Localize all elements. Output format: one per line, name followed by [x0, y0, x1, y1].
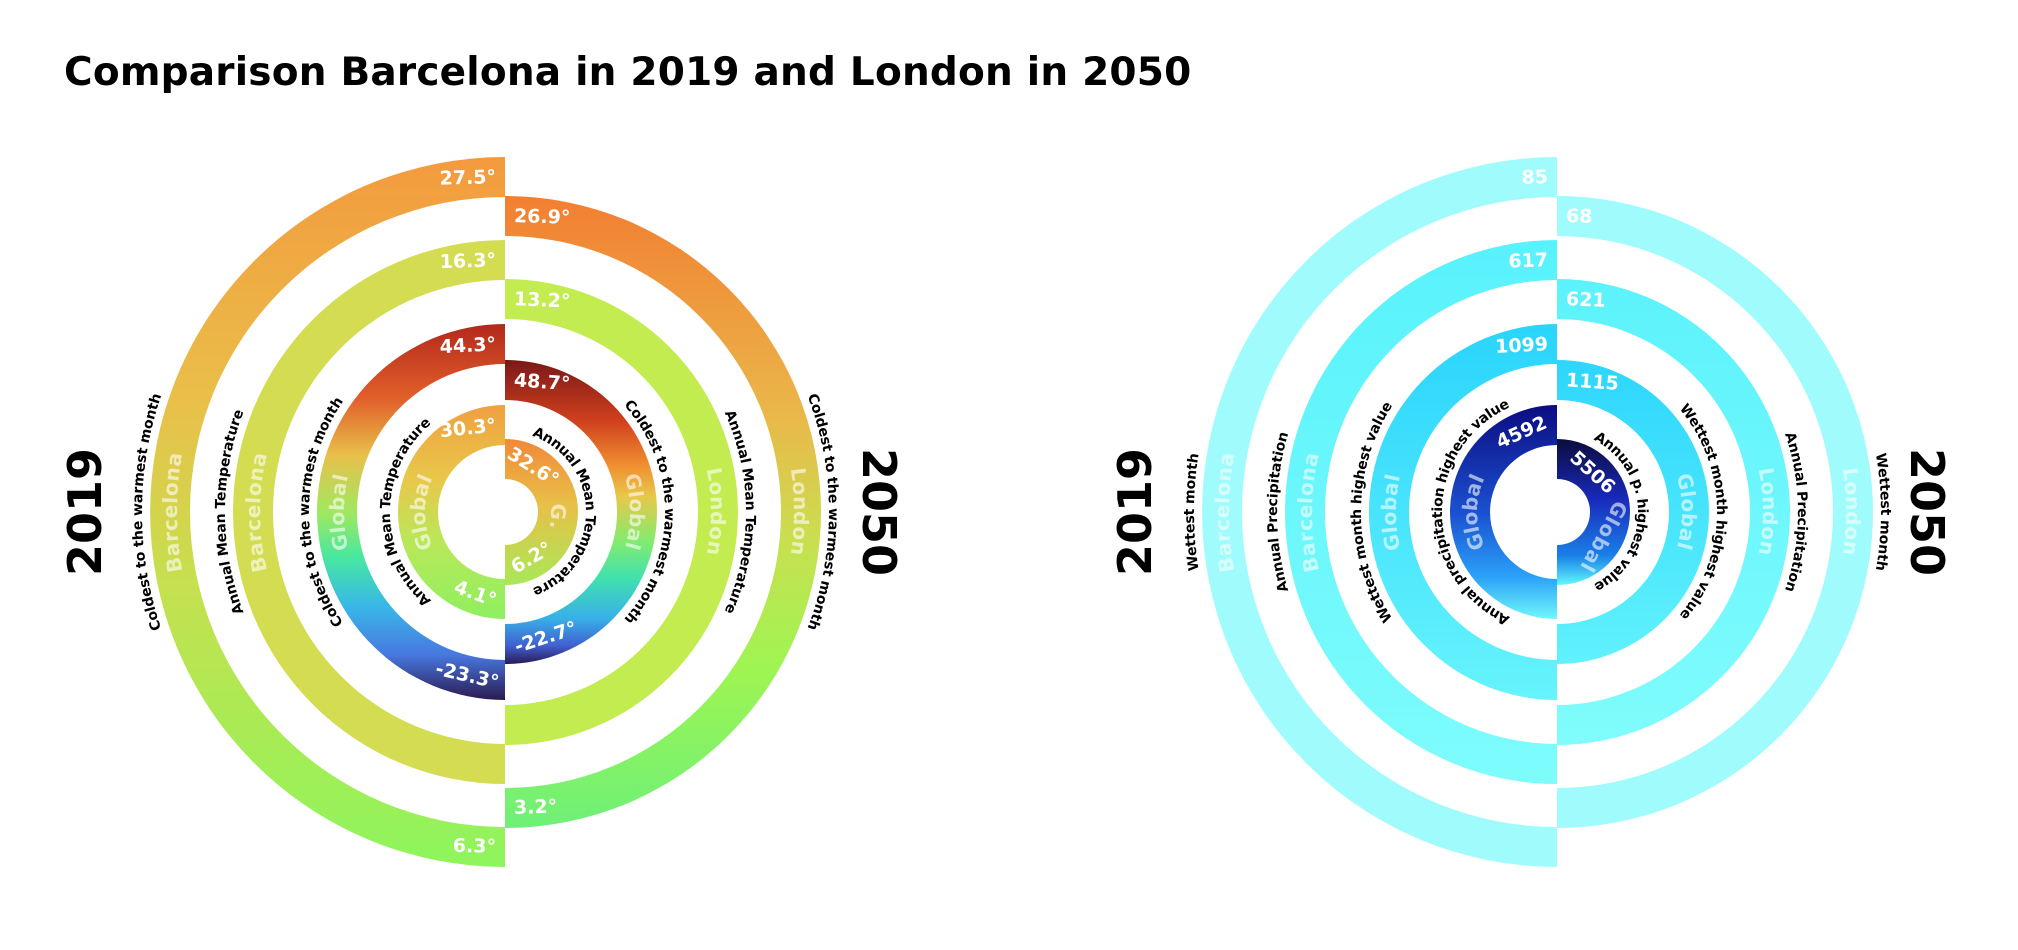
svg-text:London: London [702, 466, 730, 559]
value-label-high: 85 [1521, 166, 1548, 189]
ring-arc [1202, 157, 1557, 867]
year-label-right: 2050 [852, 448, 906, 576]
svg-text:Barcelona: Barcelona [158, 450, 187, 574]
ring-arc [150, 157, 505, 867]
value-label-high: 621 [1566, 288, 1607, 312]
value-label-high: 26.9° [514, 205, 571, 229]
page-title: Comparison Barcelona in 2019 and London … [64, 50, 1192, 95]
svg-text:Global: Global [1377, 471, 1405, 553]
ring-label: Global [1377, 471, 1404, 553]
value-label-high: 27.5° [439, 166, 496, 190]
ring-label: Global [325, 471, 352, 553]
value-label-low: 6.3° [453, 835, 497, 858]
svg-text:Barcelona: Barcelona [1210, 450, 1239, 574]
ring-label: Barcelona [1210, 450, 1238, 574]
ring-arc [505, 360, 657, 664]
ring-label: London [702, 466, 729, 559]
ring-arc [1557, 360, 1709, 664]
precipitation-chart: Barcelona Wettest month 85 BarcelonaAnnual … [1108, 157, 1954, 867]
svg-text:London: London [1838, 466, 1865, 558]
svg-text:Global: Global [325, 471, 353, 553]
ring-arc [233, 240, 505, 784]
precipitation-left-ring-0: Barcelona Wettest month 85 [1182, 157, 1557, 867]
ring-arc [1450, 405, 1557, 619]
ring-arc [398, 405, 505, 619]
value-label-high: 68 [1566, 205, 1593, 228]
ring-arc [1557, 196, 1873, 828]
year-label-right: 2050 [1900, 448, 1954, 576]
year-label-left: 2019 [58, 448, 112, 576]
ring-arc [505, 196, 821, 828]
value-label-high: 617 [1508, 249, 1548, 272]
value-label-low: 3.2° [514, 796, 558, 819]
value-label-high: 44.3° [439, 333, 496, 358]
svg-text:Wettest month: Wettest month [1182, 452, 1203, 572]
ring-arc [1369, 324, 1557, 700]
svg-text:Wettest month: Wettest month [1872, 452, 1893, 572]
ring-arc [505, 279, 738, 745]
value-label-high: 48.7° [513, 369, 571, 395]
svg-text:London: London [786, 466, 813, 558]
value-label-high: 1115 [1565, 369, 1619, 395]
ring-label: London [786, 466, 812, 558]
ring-caption: Wettest month [1182, 452, 1203, 572]
svg-text:London: London [1754, 466, 1782, 559]
precipitation-right-ring-0: London Wettest month 68 [1557, 196, 1893, 828]
ring-label: Barcelona [158, 450, 186, 574]
ring-label: London [1754, 466, 1781, 559]
ring-label: London [1838, 466, 1864, 558]
ring-arc [505, 439, 578, 585]
ring-arc [317, 324, 505, 700]
ring-arc [1557, 279, 1790, 745]
value-label-high: 16.3° [439, 249, 496, 273]
ring-arc [1285, 240, 1557, 784]
value-label-high: 1099 [1495, 333, 1549, 358]
year-label-left: 2019 [1108, 448, 1162, 576]
ring-arc [1557, 439, 1630, 585]
ring-caption: Wettest month [1872, 452, 1893, 572]
value-label-high: 13.2° [514, 288, 571, 312]
ring-label: G. [545, 503, 571, 531]
